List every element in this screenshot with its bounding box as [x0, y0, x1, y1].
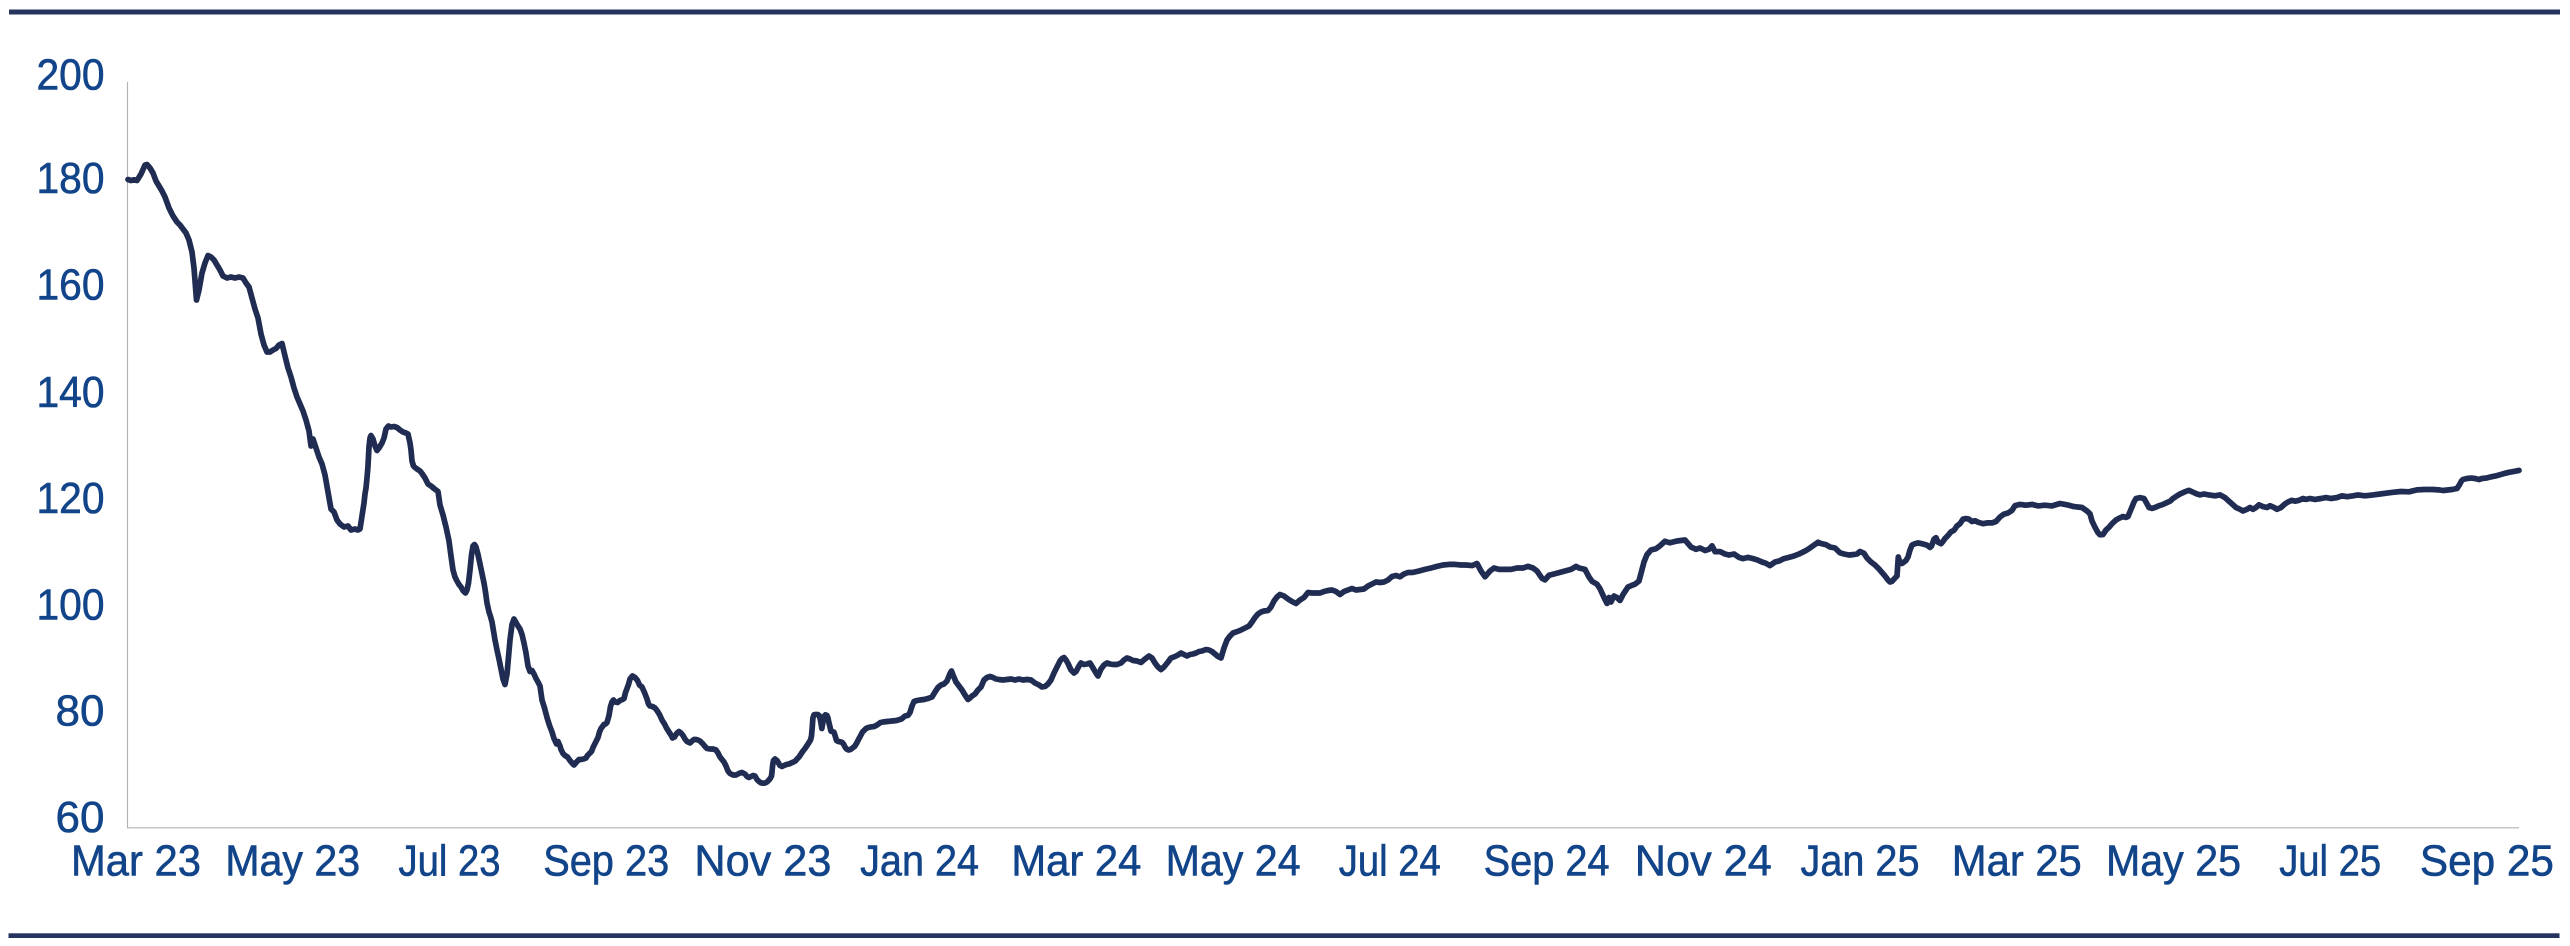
svg-text:Mar 24: Mar 24 [1011, 837, 1141, 886]
svg-text:100: 100 [37, 581, 105, 630]
svg-text:Nov 23: Nov 23 [694, 837, 831, 886]
svg-text:May 23: May 23 [225, 837, 360, 886]
svg-text:May 25: May 25 [2106, 837, 2241, 886]
svg-text:Sep 23: Sep 23 [543, 837, 669, 886]
svg-text:Mar 23: Mar 23 [71, 837, 201, 886]
svg-text:Jan 25: Jan 25 [1801, 837, 1920, 886]
svg-text:Jul 23: Jul 23 [399, 837, 501, 886]
svg-text:200: 200 [37, 51, 105, 100]
svg-text:Jan 24: Jan 24 [860, 837, 979, 886]
svg-text:140: 140 [37, 368, 105, 417]
svg-text:May 24: May 24 [1166, 837, 1301, 886]
svg-text:Jul 25: Jul 25 [2279, 837, 2381, 886]
svg-text:180: 180 [37, 154, 105, 203]
svg-text:Sep 24: Sep 24 [1484, 837, 1610, 886]
svg-text:120: 120 [37, 474, 105, 523]
svg-text:Nov 24: Nov 24 [1635, 837, 1772, 886]
svg-text:160: 160 [37, 260, 105, 309]
svg-text:60: 60 [56, 793, 105, 842]
svg-text:Sep 25: Sep 25 [2420, 837, 2554, 886]
svg-text:Jul 24: Jul 24 [1339, 837, 1441, 886]
svg-text:Mar 25: Mar 25 [1952, 837, 2082, 886]
svg-text:80: 80 [56, 687, 105, 736]
